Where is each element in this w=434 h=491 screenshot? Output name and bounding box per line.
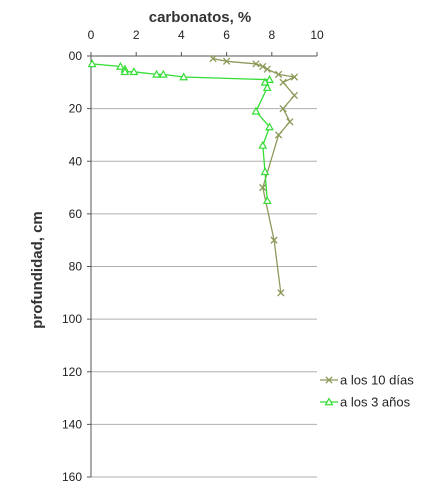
data-point <box>277 289 285 297</box>
x-tick-label: 8 <box>268 28 275 42</box>
x-axis-label: carbonatos, % <box>149 9 252 26</box>
data-point <box>179 72 189 81</box>
y-tick-label: 160 <box>62 470 82 484</box>
y-tick-label: 60 <box>69 207 83 221</box>
legend-swatch-marker <box>324 397 334 406</box>
data-point <box>270 236 278 244</box>
data-point <box>87 59 97 68</box>
legend-label: a los 3 años <box>340 395 411 410</box>
legend: a los 10 días a los 3 años <box>320 373 414 410</box>
y-tick-label: 00 <box>69 49 83 63</box>
data-point <box>115 61 125 70</box>
data-point <box>129 67 139 76</box>
y-tick-label: 100 <box>62 312 82 326</box>
data-point <box>222 57 231 65</box>
y-tick-label: 140 <box>62 417 82 431</box>
series-group <box>87 54 299 297</box>
data-point <box>251 106 261 115</box>
x-tick-label: 6 <box>223 28 230 42</box>
y-tick-label: 20 <box>69 102 83 116</box>
data-point <box>286 118 294 126</box>
legend-item: a los 10 días <box>320 373 414 388</box>
data-point <box>209 54 217 63</box>
data-point <box>260 77 270 86</box>
data-point <box>290 73 299 81</box>
data-point <box>158 69 168 78</box>
y-axis-label: profundidad, cm <box>29 211 46 329</box>
x-tick-label: 0 <box>88 28 95 42</box>
legend-item: a los 3 años <box>320 395 411 410</box>
y-tick-label: 80 <box>69 260 83 274</box>
data-point <box>120 67 130 76</box>
y-tick-label: 120 <box>62 365 82 379</box>
series-2 <box>87 59 274 205</box>
x-tick-label: 4 <box>178 28 185 42</box>
x-tick-label: 2 <box>133 28 140 42</box>
legend-swatch-marker <box>325 376 333 384</box>
data-point <box>265 75 274 84</box>
data-point <box>262 196 272 205</box>
data-point <box>263 65 271 73</box>
series-1 <box>209 54 299 297</box>
y-tick-labels: 00 20 40 60 80 100 120 140 160 <box>62 49 82 484</box>
x-tick-label: 10 <box>310 28 324 42</box>
legend-label: a los 10 días <box>340 373 414 388</box>
data-point <box>258 140 268 149</box>
axes <box>87 52 318 478</box>
data-point <box>259 62 267 71</box>
data-point <box>274 70 283 79</box>
x-tick-labels: 0 2 4 6 8 10 <box>88 28 324 42</box>
y-tick-label: 40 <box>69 154 83 168</box>
data-point <box>279 78 287 86</box>
data-point <box>279 104 287 113</box>
data-point <box>265 122 274 131</box>
data-point <box>260 167 270 176</box>
data-point <box>274 131 283 139</box>
data-point <box>259 183 267 192</box>
data-point <box>262 82 272 91</box>
data-point <box>152 69 161 78</box>
data-point <box>290 91 299 100</box>
data-point <box>252 60 260 68</box>
